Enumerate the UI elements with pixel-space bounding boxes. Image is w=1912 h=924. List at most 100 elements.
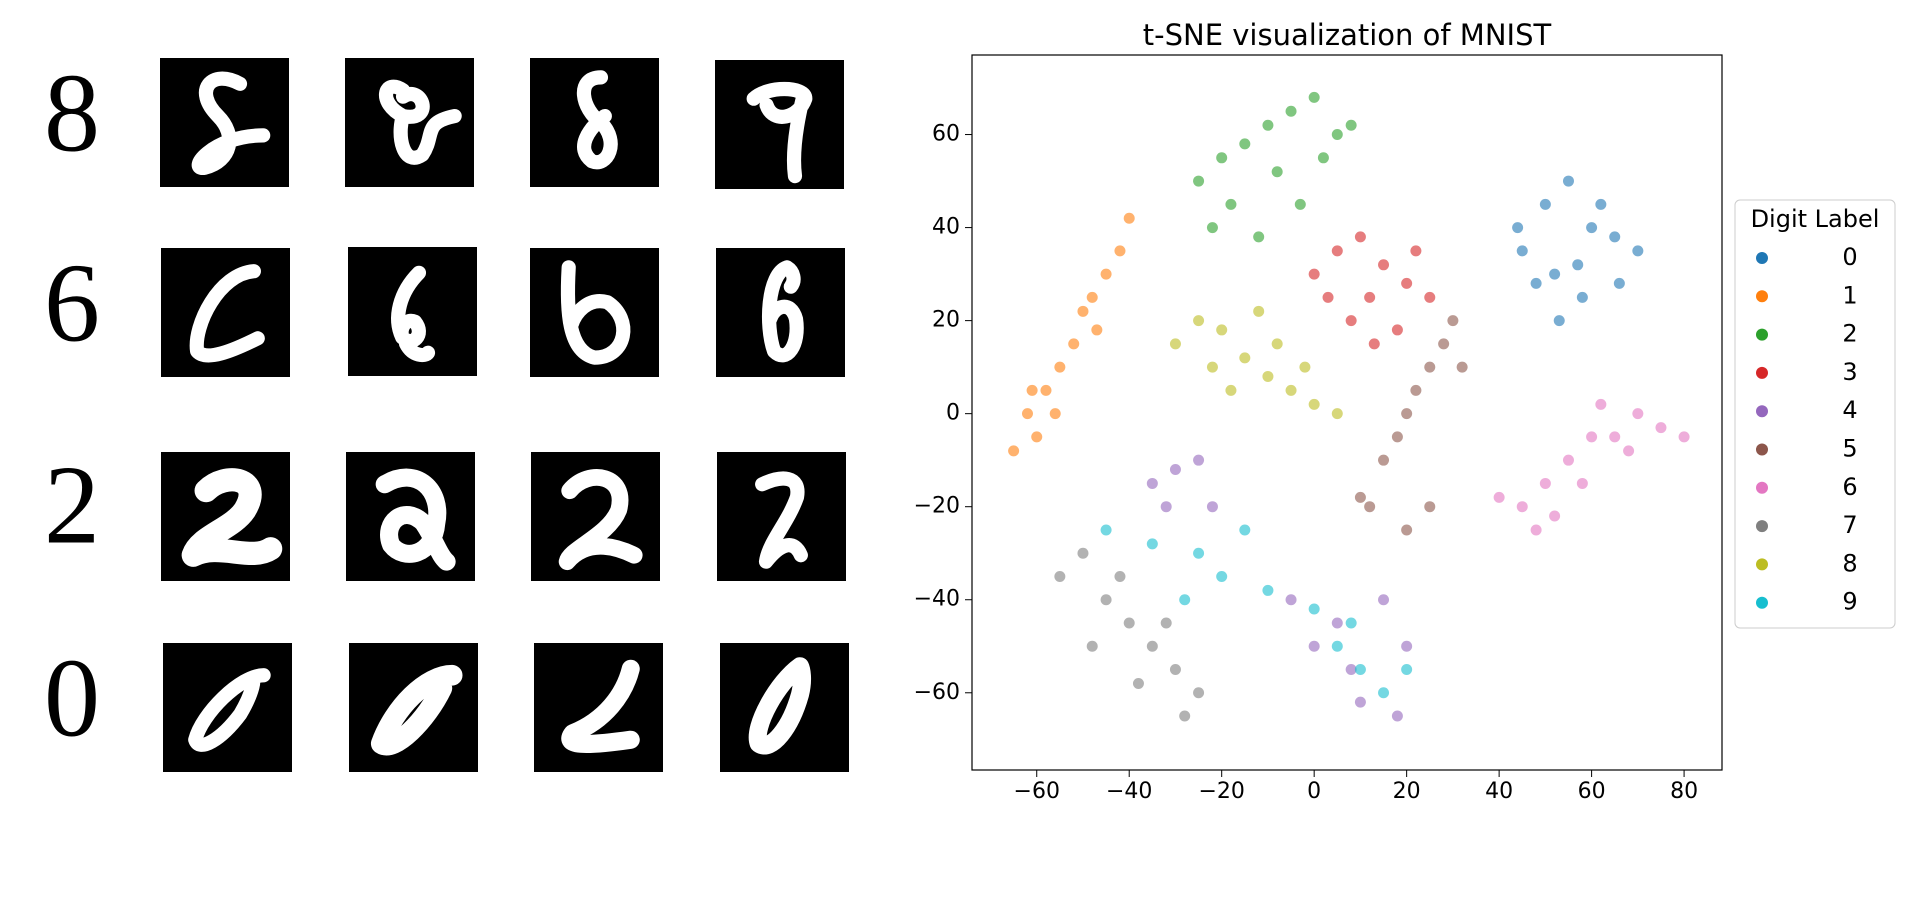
- point: [1206, 361, 1218, 373]
- point: [1308, 268, 1320, 280]
- legend-marker: [1756, 481, 1768, 494]
- point: [1549, 268, 1561, 280]
- legend-marker: [1756, 443, 1768, 456]
- point: [1378, 454, 1390, 466]
- legend-marker: [1756, 366, 1768, 379]
- point: [1216, 152, 1228, 164]
- y-tick-label: 20: [932, 308, 960, 333]
- x-tick-label: 60: [1578, 779, 1606, 804]
- point: [1378, 594, 1390, 606]
- point: [1077, 547, 1089, 559]
- legend-label: 2: [1842, 320, 1857, 348]
- y-tick-label: −40: [914, 587, 960, 612]
- point: [1331, 408, 1343, 420]
- point: [1595, 198, 1607, 210]
- point: [1031, 431, 1043, 443]
- point: [1364, 501, 1376, 513]
- point: [1424, 361, 1436, 373]
- point: [1193, 687, 1205, 699]
- point: [1123, 212, 1135, 224]
- legend-label: 4: [1842, 396, 1857, 424]
- point: [1572, 259, 1584, 271]
- point: [1100, 594, 1112, 606]
- point: [1424, 291, 1436, 303]
- point: [1262, 370, 1274, 382]
- point: [1253, 305, 1265, 317]
- legend-label: 5: [1842, 435, 1857, 463]
- legend-marker: [1756, 252, 1768, 264]
- point: [1623, 445, 1635, 457]
- point: [1308, 640, 1320, 652]
- y-tick-label: 0: [946, 401, 960, 426]
- point: [1516, 245, 1528, 257]
- point: [1539, 477, 1551, 489]
- point: [1216, 570, 1228, 582]
- point: [1040, 384, 1052, 396]
- row-label: 8: [44, 52, 100, 176]
- legend-marker: [1756, 405, 1768, 418]
- point: [1562, 454, 1574, 466]
- y-tick-label: −60: [914, 680, 960, 705]
- digit-image: [720, 643, 849, 772]
- point: [1345, 664, 1357, 676]
- point: [1609, 231, 1621, 243]
- point: [1091, 324, 1103, 336]
- legend-marker: [1756, 596, 1768, 609]
- point: [1285, 594, 1297, 606]
- point: [1678, 431, 1690, 443]
- point: [1345, 315, 1357, 327]
- point: [1086, 291, 1098, 303]
- point: [1410, 384, 1422, 396]
- legend-label: 7: [1842, 511, 1857, 539]
- legend-marker: [1756, 290, 1768, 303]
- point: [1586, 222, 1598, 234]
- point: [1401, 408, 1413, 420]
- x-tick-label: −20: [1198, 779, 1244, 804]
- point: [1530, 524, 1542, 536]
- point: [1262, 584, 1274, 596]
- point: [1026, 384, 1038, 396]
- point: [1160, 617, 1172, 629]
- point: [1285, 105, 1297, 117]
- point: [1345, 617, 1357, 629]
- point: [1193, 454, 1205, 466]
- point: [1447, 315, 1459, 327]
- point: [1401, 664, 1413, 676]
- point: [1410, 245, 1422, 257]
- point: [1331, 617, 1343, 629]
- legend-label: 3: [1842, 358, 1857, 386]
- point: [1308, 91, 1320, 103]
- point: [1239, 524, 1251, 536]
- point: [1317, 152, 1329, 164]
- digit-image: [160, 58, 289, 187]
- point: [1530, 277, 1542, 289]
- chart-title: t-SNE visualization of MNIST: [1143, 18, 1552, 52]
- point: [1206, 222, 1218, 234]
- point: [1285, 384, 1297, 396]
- point: [1354, 664, 1366, 676]
- point: [1308, 398, 1320, 410]
- point: [1368, 338, 1380, 350]
- point: [1632, 245, 1644, 257]
- point: [1049, 408, 1061, 420]
- point: [1068, 338, 1080, 350]
- point: [1193, 175, 1205, 187]
- legend-label: 9: [1842, 588, 1857, 616]
- x-tick-label: 20: [1393, 779, 1421, 804]
- digit-image: [348, 247, 477, 376]
- digit-image: [717, 452, 846, 581]
- point: [1294, 198, 1306, 210]
- point: [1123, 617, 1135, 629]
- point: [1424, 501, 1436, 513]
- point: [1299, 361, 1311, 373]
- point: [1169, 463, 1181, 475]
- point: [1146, 640, 1158, 652]
- point: [1179, 710, 1191, 722]
- point: [1216, 324, 1228, 336]
- point: [1331, 129, 1343, 141]
- point: [1077, 305, 1089, 317]
- point: [1562, 175, 1574, 187]
- digit-image: [531, 452, 660, 581]
- point: [1354, 696, 1366, 708]
